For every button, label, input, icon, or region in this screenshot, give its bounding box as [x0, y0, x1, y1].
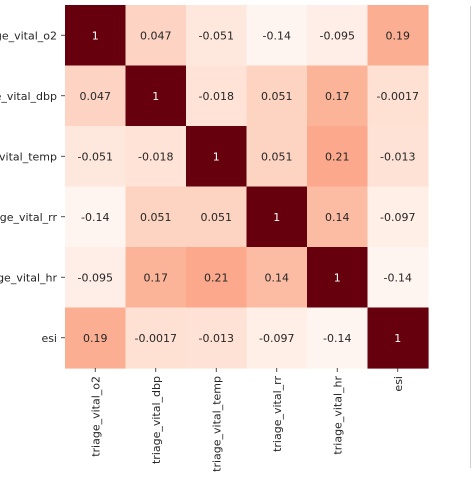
- cell-value-label: -0.0017: [135, 332, 177, 345]
- cell-value-label: 1: [394, 332, 401, 345]
- y-tick-label: triage_vital_dbp: [0, 90, 57, 103]
- cell-value-label: 0.21: [204, 271, 229, 284]
- y-axis: triage_vital_o2 triage_vital_dbp triage_vi…: [0, 29, 65, 345]
- cell-value-label: 0.051: [140, 211, 172, 224]
- cell-value-label: -0.018: [199, 90, 234, 103]
- heatmap-cell: [125, 5, 187, 67]
- y-tick-label: esi: [41, 332, 57, 345]
- cell-value-label: -0.097: [380, 211, 415, 224]
- cell-value-label: 1: [273, 211, 280, 224]
- y-tick-label: triage_vital_temp: [0, 150, 57, 163]
- cell-annotations: 1 0.047 -0.051 -0.14 -0.095 0.19 0.047 1 -0.018 0…: [78, 29, 419, 345]
- heatmap-cell: [307, 247, 369, 309]
- y-tick-label: triage_vital_o2: [0, 29, 57, 42]
- x-axis: triage_vital_o2 triage_vital_dbp triage_vi…: [89, 368, 405, 472]
- cell-value-label: 0.19: [386, 29, 411, 42]
- heatmap-cell: [367, 186, 429, 248]
- cell-value-label: -0.0017: [377, 90, 419, 103]
- cell-value-label: 0.051: [261, 150, 293, 163]
- heatmap-cell: [65, 307, 127, 369]
- heatmap-cell: [307, 126, 369, 188]
- cell-value-label: -0.013: [199, 332, 234, 345]
- heatmap-cell: [65, 247, 127, 309]
- x-tick-label: triage_vital_dbp: [150, 376, 163, 464]
- x-tick-label: esi: [392, 376, 405, 392]
- heatmap-cell: [246, 186, 308, 248]
- heatmap-cell: [186, 5, 248, 67]
- cell-value-label: 0.047: [140, 29, 172, 42]
- cell-value-label: -0.14: [81, 211, 109, 224]
- heatmap-cell: [65, 65, 127, 127]
- heatmap-cell: [246, 126, 308, 188]
- heatmap-cell: [186, 65, 248, 127]
- colorbar-edge: [470, 6, 471, 468]
- heatmap-cell: [186, 247, 248, 309]
- heatmap-cell: [246, 247, 308, 309]
- cell-value-label: -0.051: [78, 150, 113, 163]
- cell-value-label: 1: [92, 29, 99, 42]
- cell-value-label: 0.047: [80, 90, 112, 103]
- heatmap-cell: [246, 65, 308, 127]
- heatmap-cell: [186, 186, 248, 248]
- heatmap-cell: [307, 5, 369, 67]
- heatmap-cell: [367, 5, 429, 67]
- heatmap-cell: [125, 126, 187, 188]
- y-tick-label: triage_vital_hr: [0, 271, 57, 284]
- cell-value-label: 0.14: [325, 211, 350, 224]
- cell-value-label: -0.14: [263, 29, 291, 42]
- heatmap-cell: [186, 126, 248, 188]
- x-tick-label: triage_vital_hr: [331, 376, 344, 455]
- heatmap-cell: [125, 65, 187, 127]
- x-tick-label: triage_vital_o2: [89, 376, 102, 457]
- heatmap-cell: [246, 307, 308, 369]
- heatmap-cell: [367, 307, 429, 369]
- cell-value-label: -0.018: [138, 150, 173, 163]
- cell-value-label: 1: [213, 150, 220, 163]
- cell-value-label: 0.17: [325, 90, 350, 103]
- heatmap-cell: [65, 126, 127, 188]
- heatmap-cell: [186, 307, 248, 369]
- heatmap-cell: [307, 65, 369, 127]
- heatmap-cell: [367, 247, 429, 309]
- cell-value-label: 1: [334, 271, 341, 284]
- heatmap-cell: [65, 186, 127, 248]
- heatmap-cell: [307, 307, 369, 369]
- cell-value-label: -0.013: [380, 150, 415, 163]
- heatmap-cells: [65, 5, 429, 369]
- cell-value-label: 0.17: [144, 271, 169, 284]
- heatmap-cell: [367, 126, 429, 188]
- cell-value-label: -0.14: [323, 332, 351, 345]
- cell-value-label: 0.14: [265, 271, 290, 284]
- cell-value-label: -0.095: [320, 29, 355, 42]
- x-tick-label: triage_vital_rr: [271, 376, 284, 452]
- cell-value-label: -0.097: [259, 332, 294, 345]
- heatmap-cell: [65, 5, 127, 67]
- y-tick-label: triage_vital_rr: [0, 211, 57, 224]
- cell-value-label: 0.21: [325, 150, 350, 163]
- cell-value-label: -0.14: [384, 271, 412, 284]
- heatmap-cell: [125, 247, 187, 309]
- x-tick-label: triage_vital_temp: [210, 376, 223, 472]
- heatmap-cell: [307, 186, 369, 248]
- cell-value-label: -0.095: [78, 271, 113, 284]
- cell-value-label: 0.19: [83, 332, 108, 345]
- heatmap-cell: [125, 307, 187, 369]
- heatmap-cell: [125, 186, 187, 248]
- heatmap-cell: [367, 65, 429, 127]
- cell-value-label: 0.051: [261, 90, 293, 103]
- cell-value-label: 1: [152, 90, 159, 103]
- cell-value-label: 0.051: [201, 211, 233, 224]
- heatmap-cell: [246, 5, 308, 67]
- cell-value-label: -0.051: [199, 29, 234, 42]
